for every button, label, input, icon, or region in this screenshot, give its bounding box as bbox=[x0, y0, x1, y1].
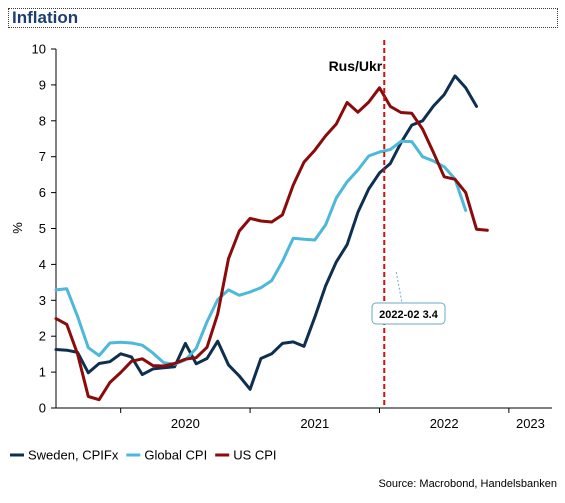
y-tick-label: 5 bbox=[39, 221, 46, 236]
series-layer bbox=[54, 74, 489, 402]
chart-axes: 0 1 2 3 4 5 6 7 8 9 10% 2020 2021 2022 2023 bbox=[10, 42, 552, 431]
legend-label-us-cpi: US CPI bbox=[233, 448, 276, 463]
legend-label-sweden-cpifx: Sweden, CPIFx bbox=[28, 448, 119, 463]
y-tick-label: 1 bbox=[39, 365, 46, 380]
y-tick-label: 6 bbox=[39, 185, 46, 200]
annotation-leader bbox=[395, 271, 403, 304]
y-tick-label: 7 bbox=[39, 149, 46, 164]
series-line-us-cpi bbox=[54, 86, 489, 402]
chart-overlay: Rus/Ukr 2022-02 3.4 bbox=[329, 40, 446, 408]
y-tick-label: 8 bbox=[39, 113, 46, 128]
legend-label-global-cpi: Global CPI bbox=[144, 448, 207, 463]
annotation-box bbox=[371, 302, 446, 325]
source-note: Source: Macrobond, Handelsbanken bbox=[378, 478, 557, 490]
event-label: Rus/Ukr bbox=[329, 58, 383, 74]
chart-title: Inflation bbox=[12, 8, 79, 27]
y-tick-label: 9 bbox=[39, 77, 46, 92]
chart-legend: Sweden, CPIFx Global CPI US CPI bbox=[10, 448, 277, 463]
y-tick-label: 2 bbox=[39, 329, 46, 344]
series-line-global-cpi bbox=[54, 139, 468, 366]
x-tick-label: 2022 bbox=[430, 416, 459, 431]
annotation-label: 2022-02 3.4 bbox=[379, 309, 439, 321]
y-tick-label: 10 bbox=[32, 42, 46, 57]
y-tick-label: 4 bbox=[39, 257, 46, 272]
x-tick-label: 2023 bbox=[516, 416, 545, 431]
x-tick-label: 2020 bbox=[171, 416, 200, 431]
series-line-sweden-cpifx bbox=[54, 74, 478, 391]
y-tick-label: 0 bbox=[39, 401, 46, 416]
y-axis-label: % bbox=[10, 222, 25, 234]
chart-title-box: Inflation bbox=[8, 8, 558, 28]
y-tick-label: 3 bbox=[39, 293, 46, 308]
x-tick-label: 2021 bbox=[300, 416, 329, 431]
